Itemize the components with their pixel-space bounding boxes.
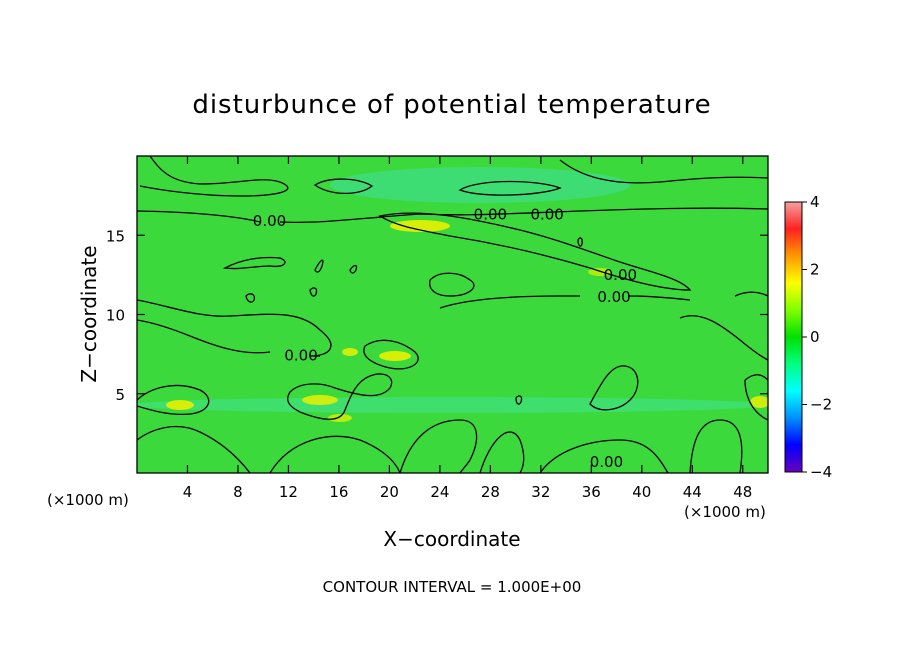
contour-label: 0.00 [604,266,637,284]
plot-area: 0.00 0.00 0.000.000.000.000.00 4 8 12 16 20 24 2… [106,155,769,501]
contour-label: 0.00 [597,288,630,306]
colorbar-tick-label: 0 [810,328,820,346]
colorbar-tick-label: −4 [810,463,832,481]
contour-line [399,419,478,473]
field-patch [166,400,194,410]
field-patch [330,167,630,203]
contour-label: 0.00 [474,206,507,224]
field-patch [379,351,411,361]
x-tick-label: 36 [582,483,601,501]
contour-line [689,419,743,473]
contour-label: 0.00 [530,206,563,224]
contour-line [734,291,768,297]
contour-line [137,384,210,416]
colorbar: 4 2 0 −2 −4 [784,193,832,481]
colorbar-ticks: 4 2 0 −2 −4 [802,193,832,481]
field-patch [342,348,358,356]
y-tick-label: 15 [106,227,125,245]
contour-line [222,256,286,270]
x-tick-label: 12 [279,483,298,501]
contour-line [439,295,691,309]
contour-interval: CONTOUR INTERVAL = 1.000E+00 [323,578,582,596]
x-tick-label: 16 [329,483,348,501]
contour-line [744,374,768,421]
field-patch [390,220,450,232]
contour-label: 0.00 [253,212,286,230]
x-tick-label: 32 [531,483,550,501]
colorbar-tick-label: 4 [810,193,820,211]
x-tick-label: 28 [481,483,500,501]
contour-line [539,439,669,473]
contour-line [269,435,401,473]
contour-line [313,178,374,194]
contour-line [479,431,525,473]
field-patch [750,396,768,408]
colorbar-tick-label: 2 [810,261,820,279]
contour-line [309,287,318,297]
contour-line [314,259,324,273]
contour-line [559,159,768,184]
contour-lines [137,156,768,473]
x-axis-label: X−coordinate [383,527,520,551]
colorbar-gradient [784,201,803,473]
contour-line [429,272,475,297]
field-patch [137,397,768,413]
x-tick-label: 44 [683,483,702,501]
field-patch [328,414,352,422]
x-tick-label: 8 [233,483,243,501]
x-tick-label: 40 [632,483,651,501]
x-unit-left: (×1000 m) [47,491,129,509]
contour-line [378,212,692,291]
x-tick-label: 48 [733,483,752,501]
contour-label: 0.00 [284,347,317,365]
chart-title: disturbunce of potential temperature [192,90,711,120]
contour-line [577,237,583,247]
contour-line [589,365,639,411]
contour-line [515,395,523,405]
plot-background [137,156,768,473]
contour-line [679,315,768,361]
contour-line [287,373,393,420]
field-patch [302,395,338,405]
contour-line [137,207,768,224]
contour-line [349,264,358,274]
contour-line [137,425,251,473]
x-tick-label: 4 [183,483,193,501]
x-ticks: 4 8 12 16 20 24 28 32 36 40 44 48 [183,156,752,501]
x-unit-right: (×1000 m) [684,503,766,521]
contour-labels: 0.00 0.00 0.00 0.00 0.00 0.00 0.00 [253,206,637,471]
contour-label: 0.00 [590,453,623,471]
x-tick-label: 24 [430,483,449,501]
y-tick-label: 10 [106,307,125,325]
x-tick-label: 20 [380,483,399,501]
y-axis-label: Z−coordinate [77,245,101,382]
y-ticks: 5 10 15 [106,227,768,404]
contour-line [363,339,419,370]
colorbar-tick-label: −2 [810,396,832,414]
contour-line [245,293,256,303]
contour-line [139,156,289,197]
y-tick-label: 5 [115,386,125,404]
contour-line [458,180,562,196]
contour-line [137,299,332,357]
